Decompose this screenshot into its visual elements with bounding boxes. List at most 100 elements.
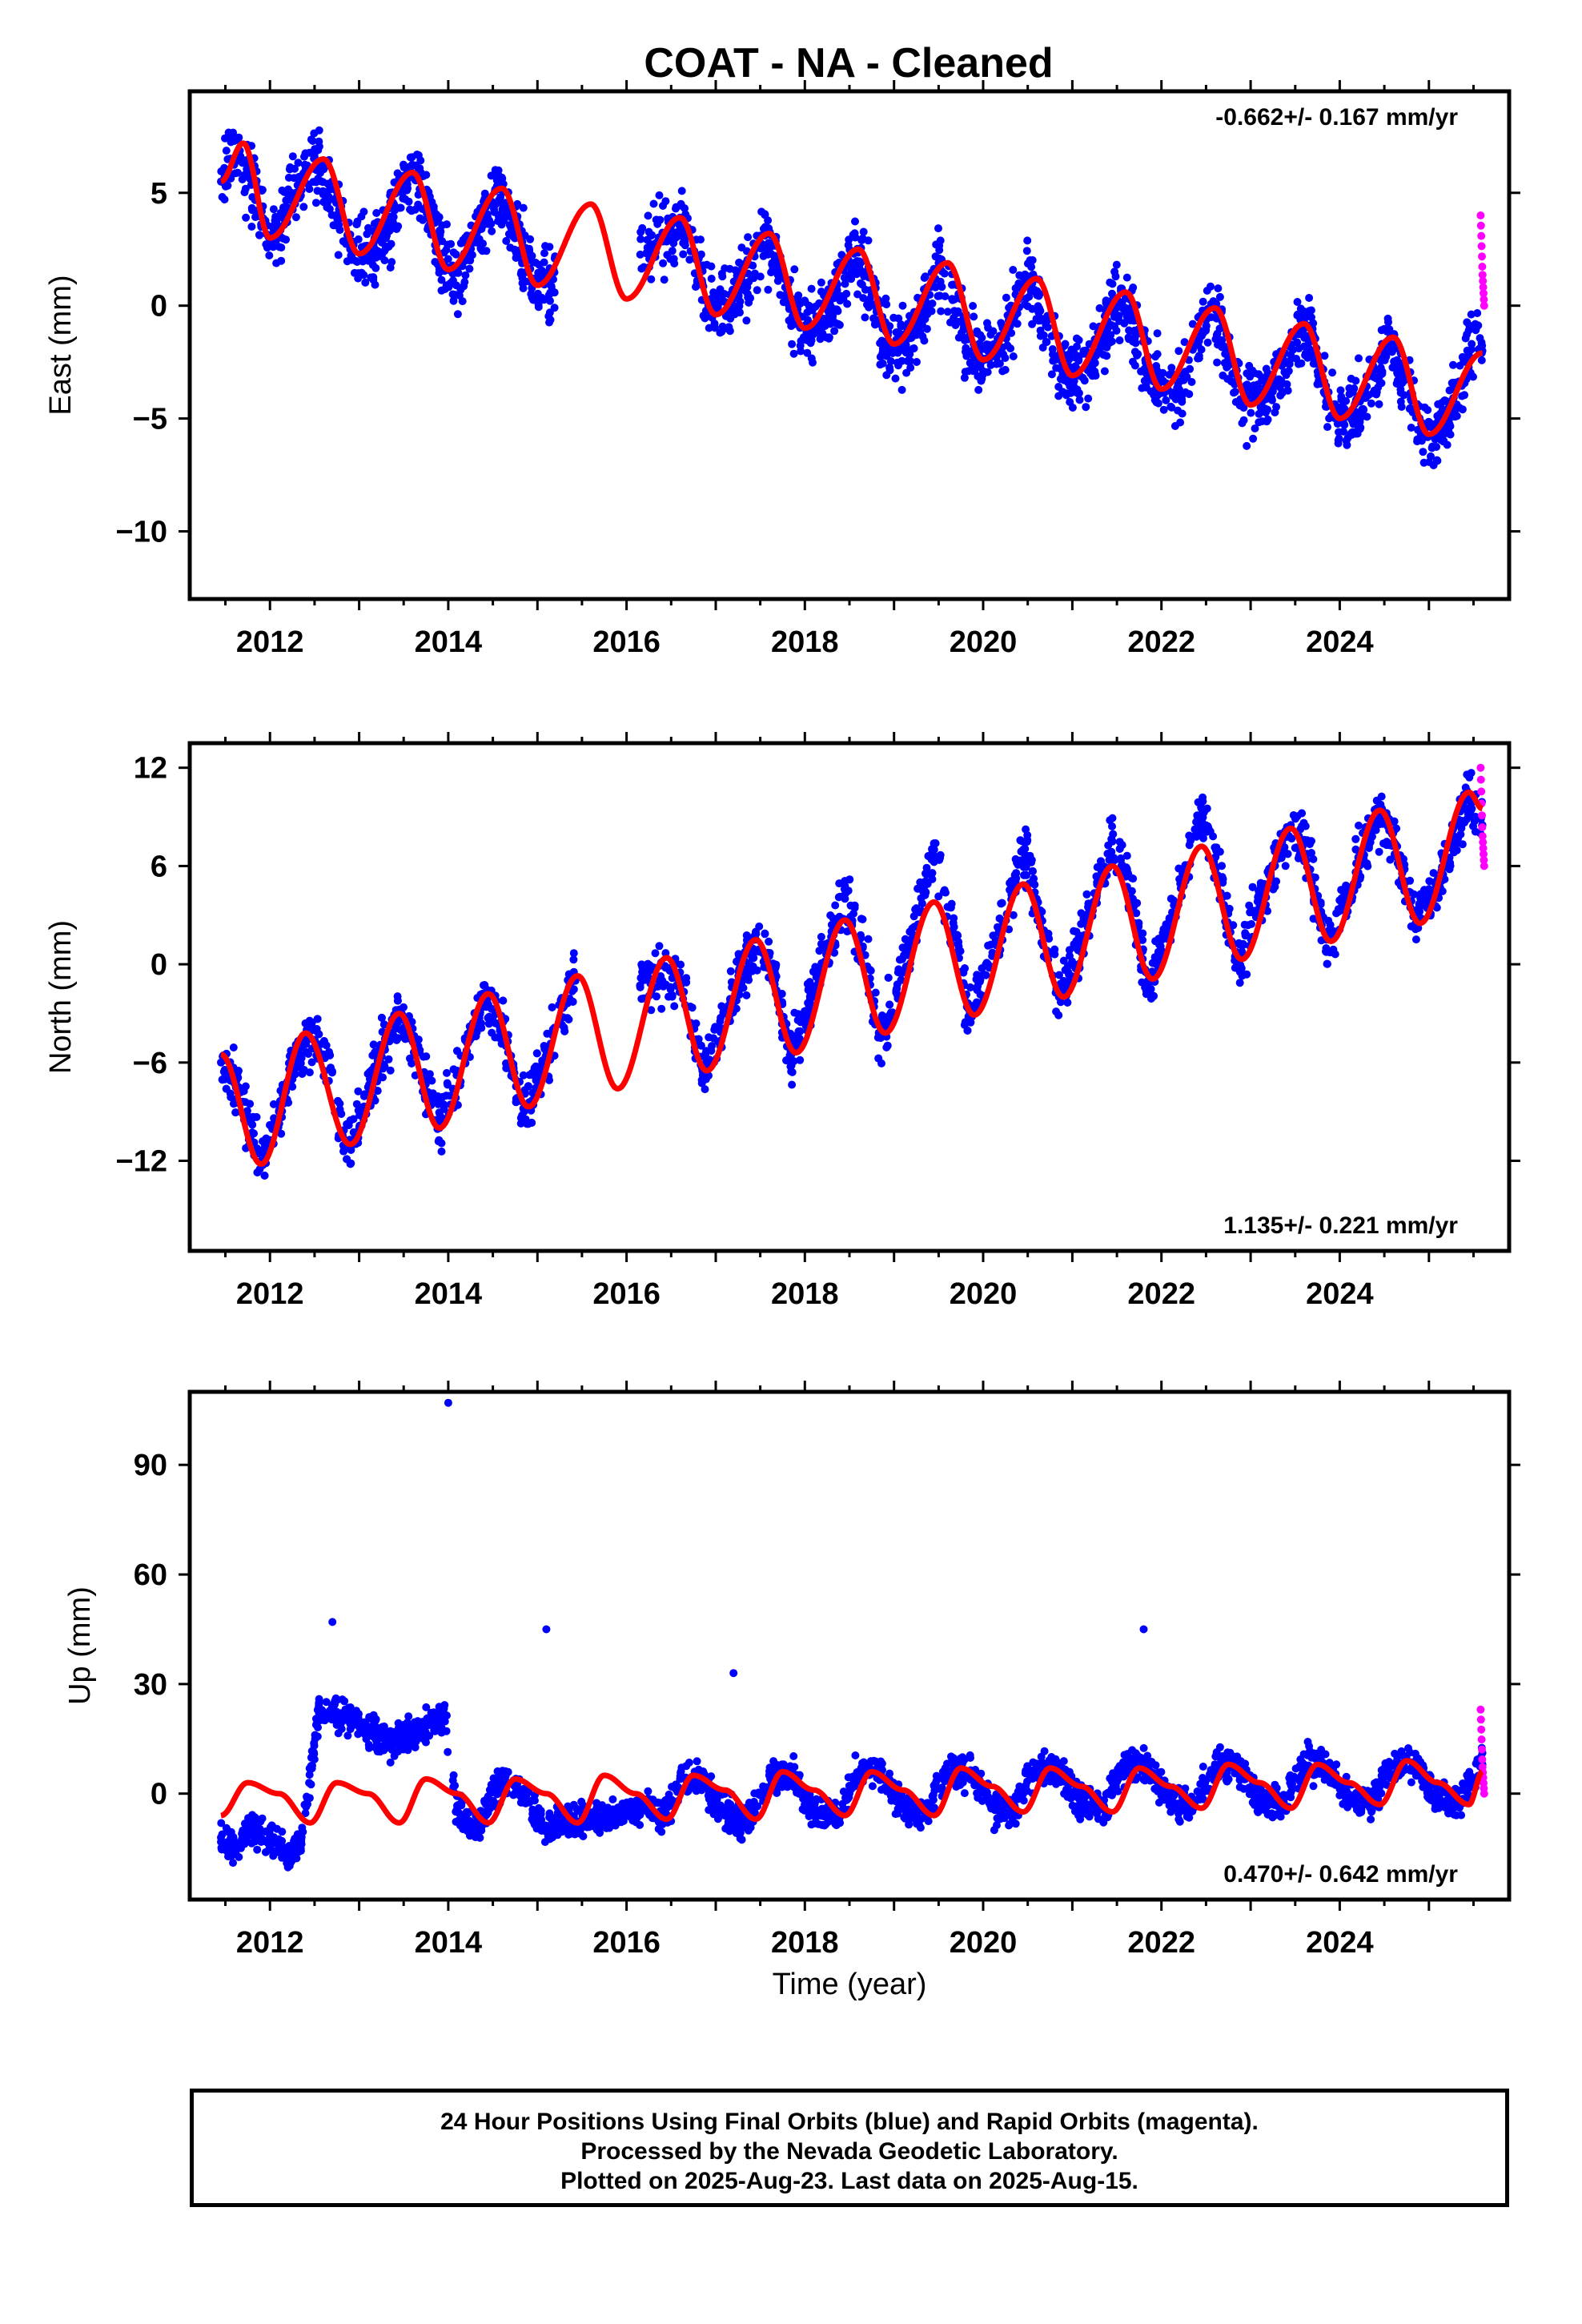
east-final-point [1377, 326, 1386, 335]
north-final-point [978, 964, 986, 973]
east-final-point [248, 193, 257, 202]
north-final-point [864, 935, 873, 943]
north-final-point [717, 1002, 726, 1011]
east-final-point [1009, 352, 1018, 360]
north-final-point [434, 1137, 443, 1146]
east-final-point [444, 240, 452, 249]
east-final-point [677, 187, 686, 195]
north-final-point [1118, 861, 1126, 870]
north-final-point [246, 1115, 255, 1124]
east-final-point [1388, 363, 1397, 372]
east-final-point [960, 373, 969, 382]
east-final-point [218, 193, 227, 201]
east-final-point [448, 276, 457, 285]
east-final-point [897, 385, 906, 394]
east-final-point [1174, 347, 1183, 356]
north-final-point [857, 934, 865, 943]
east-final-point [1320, 352, 1329, 360]
east-final-point [699, 261, 708, 270]
east-rapid-point [1480, 296, 1488, 304]
east-final-point [894, 314, 903, 323]
east-final-point [412, 161, 420, 170]
north-final-point [1438, 887, 1447, 895]
east-final-point [1449, 360, 1457, 369]
north-final-point [1129, 896, 1138, 905]
north-final-point [984, 941, 993, 950]
east-final-point [1307, 313, 1315, 322]
east-final-point [513, 199, 522, 208]
east-final-point [679, 239, 688, 247]
east-final-point [807, 284, 816, 293]
east-rapid-point [1478, 263, 1487, 271]
figure-title: COAT - NA - Cleaned [644, 40, 1053, 86]
east-final-point [288, 152, 297, 161]
east-final-point [406, 205, 414, 214]
east-final-point [550, 304, 559, 312]
east-final-point [1342, 396, 1351, 405]
east-final-point [1251, 424, 1259, 432]
north-final-point [396, 1026, 405, 1035]
north-final-point [379, 1073, 387, 1082]
north-final-point [714, 1023, 723, 1032]
north-final-point [1329, 945, 1338, 954]
east-final-point [1432, 456, 1441, 464]
east-final-point [1034, 292, 1043, 300]
east-final-point [934, 224, 942, 233]
east-final-point [1379, 352, 1387, 361]
north-final-point [1429, 869, 1438, 878]
east-final-point [334, 251, 343, 259]
east-final-point [1068, 384, 1077, 393]
east-final-point [1307, 306, 1315, 315]
east-final-point [830, 305, 839, 314]
east-final-point [1258, 417, 1267, 426]
east-final-point [1151, 352, 1160, 361]
east-final-point [668, 247, 677, 255]
east-final-point [905, 356, 913, 364]
east-final-point [989, 327, 998, 336]
east-final-point [937, 307, 946, 316]
east-final-point [1213, 329, 1222, 338]
east-final-point [279, 235, 287, 243]
north-final-point [742, 991, 751, 999]
north-final-point [801, 1007, 809, 1015]
north-final-point [1257, 882, 1265, 891]
east-final-point [242, 213, 251, 222]
east-final-point [1180, 338, 1189, 347]
east-y-tick-label: −5 [133, 403, 167, 436]
north-final-point [637, 960, 646, 969]
east-final-point [1047, 370, 1056, 379]
east-final-point [805, 334, 813, 342]
east-rapid-point [1476, 211, 1485, 219]
east-final-point [902, 348, 910, 357]
north-final-point [253, 1168, 262, 1176]
east-final-point [636, 235, 645, 243]
north-final-point [1323, 959, 1331, 968]
east-final-point [642, 248, 651, 257]
north-final-point [1082, 890, 1091, 899]
east-final-point [840, 273, 849, 282]
north-final-point [1007, 877, 1016, 886]
east-final-point [290, 174, 299, 183]
north-final-point [841, 877, 849, 886]
north-final-point [1363, 859, 1371, 868]
east-rapid-point [1477, 242, 1486, 251]
east-final-point [1276, 391, 1285, 400]
east-final-point [1305, 294, 1314, 302]
east-final-point [311, 199, 320, 207]
north-final-point [327, 1063, 335, 1072]
east-final-point [1446, 430, 1455, 439]
east-final-point [768, 260, 777, 269]
east-final-point [1371, 374, 1380, 383]
north-final-point [936, 854, 945, 862]
east-final-point [998, 367, 1007, 376]
east-final-point [1423, 406, 1432, 414]
east-final-point [247, 223, 256, 231]
panel-east: 2012 2014 2016 2018 2020 2022 202450−5−10East … [44, 80, 1520, 659]
east-final-point [817, 278, 825, 287]
north-final-point [850, 901, 859, 910]
east-final-point [1162, 396, 1170, 404]
east-x-tick-label: 2024 [1306, 625, 1374, 659]
north-final-point [334, 1096, 342, 1105]
north-final-point [1458, 840, 1467, 849]
east-final-point [319, 198, 328, 207]
